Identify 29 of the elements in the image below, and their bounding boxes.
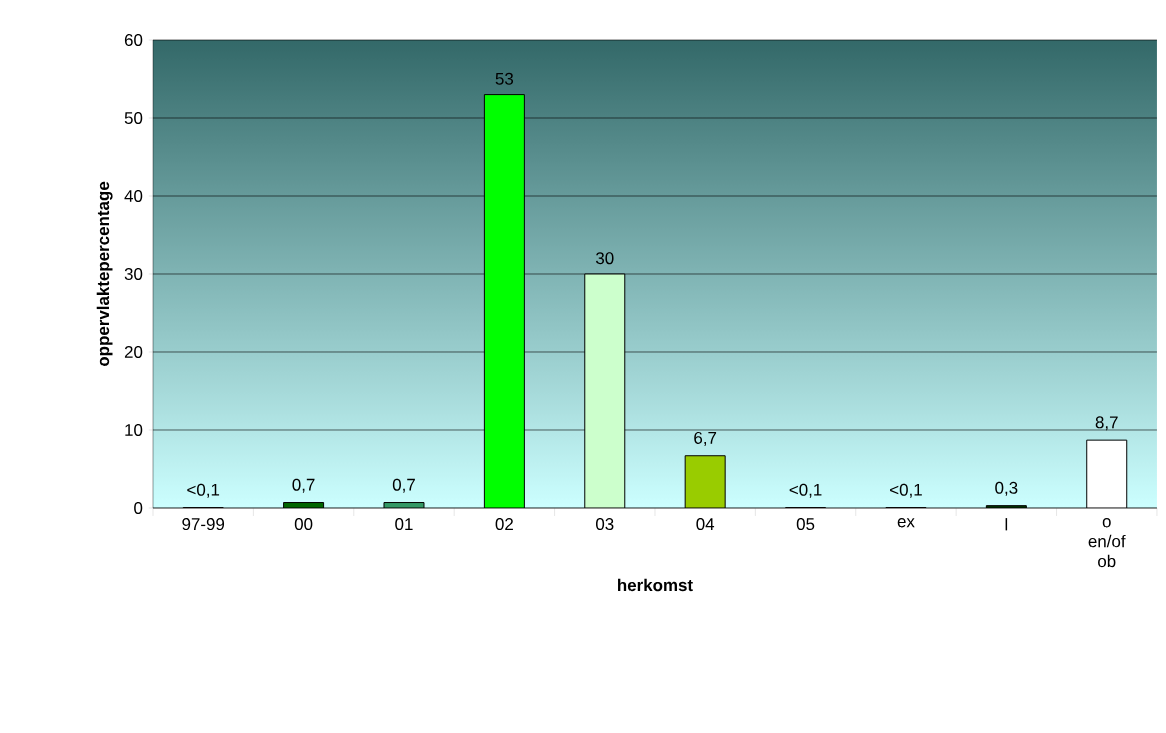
y-axis-title: oppervlaktepercentage (96, 181, 113, 367)
data-label: <0,1 (890, 483, 922, 498)
x-tick-label: 01 (395, 518, 413, 531)
y-tick-label: 60 (124, 34, 143, 46)
x-axis-title: herkomst (618, 578, 693, 592)
x-tick-label: 05 (796, 518, 815, 531)
x-tick-label: 03 (596, 518, 614, 531)
y-tick-label: 0 (134, 502, 143, 514)
data-label: <0,1 (789, 483, 822, 498)
x-tick-label: l (1005, 518, 1008, 531)
x-tick-label: 02 (495, 518, 513, 531)
data-label: 0,3 (995, 481, 1018, 496)
x-tick-label: 00 (294, 518, 313, 531)
data-label: 8,7 (1095, 416, 1118, 431)
y-tick-label: 50 (124, 112, 143, 124)
data-label: <0,1 (187, 483, 220, 498)
data-label: 6,7 (694, 431, 717, 446)
y-tick-label: 20 (124, 346, 143, 358)
x-tick-label: o en/of ob (1088, 518, 1126, 568)
data-label: 0,7 (392, 478, 415, 493)
x-tick-label: 04 (696, 518, 715, 531)
y-tick-label: 10 (125, 424, 143, 436)
data-label: 53 (495, 72, 514, 85)
y-tick-label: 30 (124, 268, 143, 280)
y-tick-label: 40 (124, 190, 143, 202)
x-tick-label: 97-99 (182, 518, 225, 531)
x-tick-label: ex (897, 518, 915, 528)
data-label: 30 (595, 252, 614, 265)
data-label: 0,7 (292, 478, 315, 493)
